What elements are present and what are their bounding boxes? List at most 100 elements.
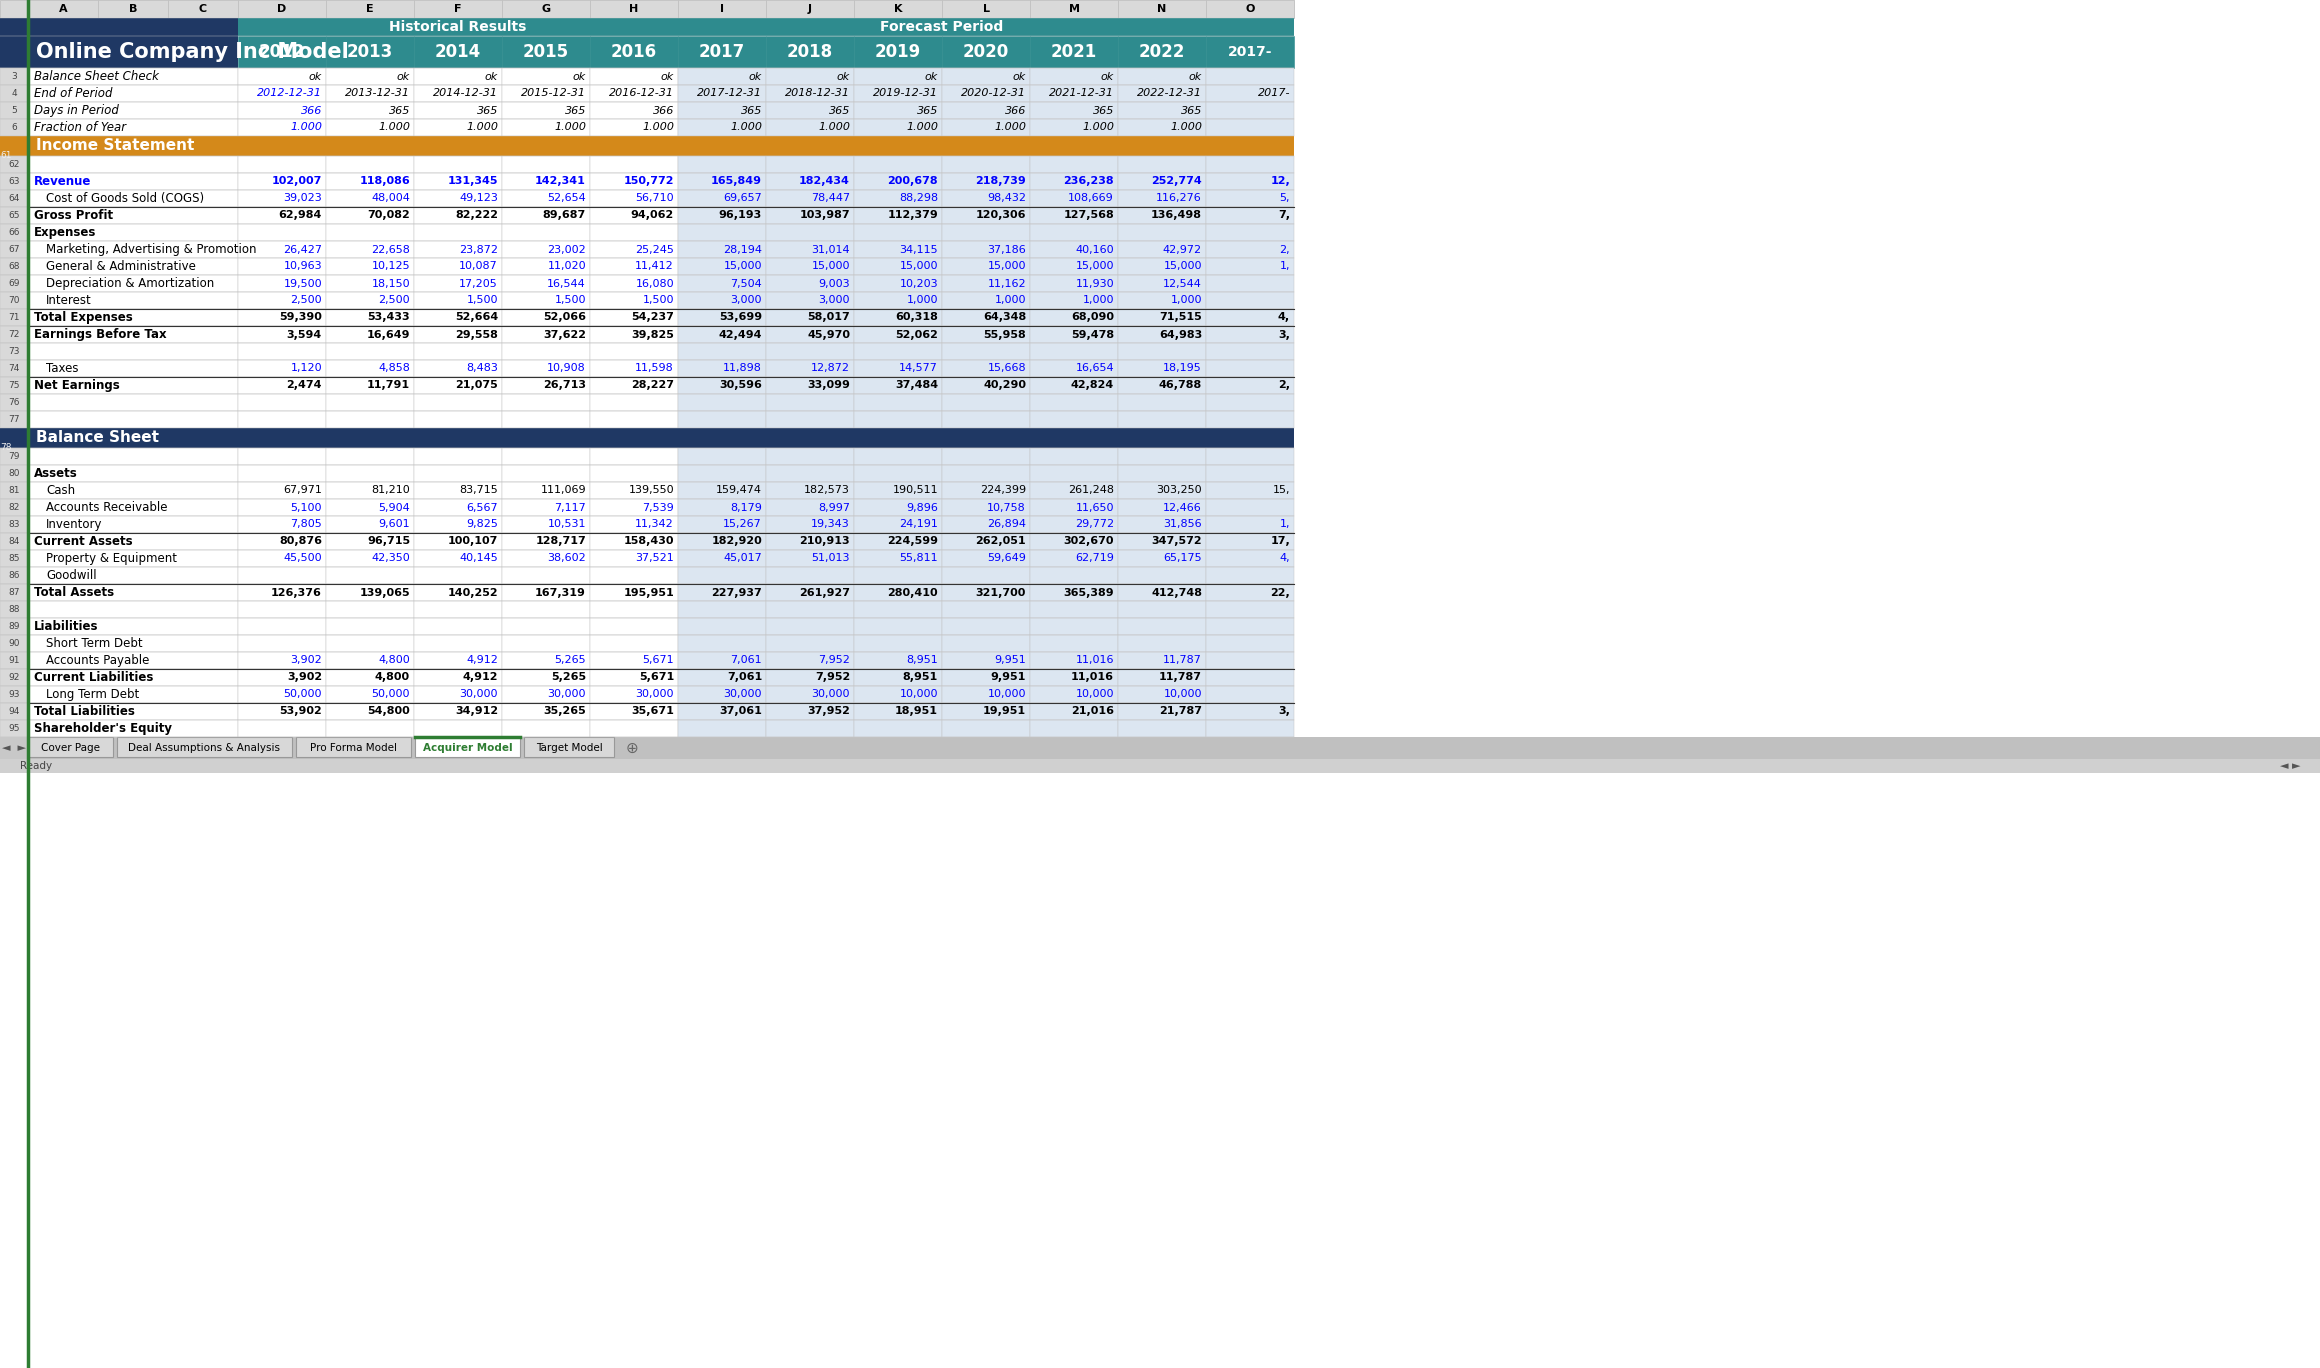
Text: ok: ok	[926, 71, 937, 82]
Bar	[589, 601, 677, 618]
Bar	[413, 618, 501, 635]
Text: 2018: 2018	[786, 42, 833, 62]
Bar	[1206, 703, 1295, 720]
Bar	[167, 0, 239, 18]
Text: 42,494: 42,494	[719, 330, 761, 339]
Bar	[1118, 394, 1206, 410]
Text: 46,788: 46,788	[1158, 380, 1202, 390]
Bar	[501, 410, 589, 428]
Text: 111,069: 111,069	[541, 486, 587, 495]
Bar	[942, 601, 1030, 618]
Bar	[239, 653, 327, 669]
Bar	[1030, 119, 1118, 135]
Bar	[942, 156, 1030, 172]
Text: 200,678: 200,678	[886, 176, 937, 186]
Bar	[327, 601, 413, 618]
Text: 11,791: 11,791	[367, 380, 411, 390]
Bar	[0, 669, 28, 685]
Bar	[854, 410, 942, 428]
Bar	[239, 119, 327, 135]
Text: 139,550: 139,550	[629, 486, 675, 495]
Text: 53,433: 53,433	[367, 312, 411, 323]
Text: 45,500: 45,500	[283, 554, 322, 564]
Text: 42,972: 42,972	[1162, 245, 1202, 254]
Text: 83: 83	[9, 520, 21, 529]
Bar	[677, 482, 766, 499]
Bar	[942, 241, 1030, 259]
Bar	[1206, 119, 1295, 135]
Text: 1.000: 1.000	[290, 123, 322, 133]
Bar	[28, 394, 239, 410]
Text: 40,160: 40,160	[1076, 245, 1114, 254]
Bar	[413, 207, 501, 224]
Bar	[28, 172, 239, 190]
Bar	[589, 103, 677, 119]
Bar	[942, 85, 1030, 103]
Bar	[0, 378, 28, 394]
Text: 2018-12-31: 2018-12-31	[784, 89, 849, 98]
Text: 11,930: 11,930	[1076, 279, 1114, 289]
Text: 4,: 4,	[1278, 554, 1290, 564]
Bar	[1030, 482, 1118, 499]
Bar	[0, 259, 28, 275]
Bar	[0, 275, 28, 291]
Bar	[0, 309, 28, 326]
Bar	[854, 465, 942, 482]
Bar	[677, 103, 766, 119]
Bar	[239, 241, 327, 259]
Bar	[854, 68, 942, 85]
Text: ok: ok	[397, 71, 411, 82]
Text: 10,125: 10,125	[371, 261, 411, 271]
Bar	[677, 275, 766, 291]
Text: 5,: 5,	[1281, 193, 1290, 204]
Bar	[589, 343, 677, 360]
Bar	[589, 618, 677, 635]
Bar	[413, 653, 501, 669]
Text: 7,504: 7,504	[731, 279, 761, 289]
Text: 10,087: 10,087	[459, 261, 499, 271]
Text: 19,500: 19,500	[283, 279, 322, 289]
Bar	[327, 0, 413, 18]
Bar	[413, 566, 501, 584]
Text: 5: 5	[12, 105, 16, 115]
Bar	[589, 566, 677, 584]
Text: 1,: 1,	[1281, 261, 1290, 271]
Bar	[589, 36, 677, 68]
Text: 55,958: 55,958	[984, 330, 1025, 339]
Bar	[28, 618, 239, 635]
Bar	[589, 119, 677, 135]
Bar	[327, 275, 413, 291]
Text: Long Term Debt: Long Term Debt	[46, 688, 139, 700]
Bar	[1030, 566, 1118, 584]
Bar	[501, 156, 589, 172]
Bar	[0, 759, 2320, 773]
Bar	[766, 103, 854, 119]
Bar	[677, 85, 766, 103]
Bar	[501, 172, 589, 190]
Text: 167,319: 167,319	[536, 587, 587, 598]
Text: 9,601: 9,601	[378, 520, 411, 529]
Bar	[0, 482, 28, 499]
Bar	[677, 465, 766, 482]
Text: 159,474: 159,474	[717, 486, 761, 495]
Bar	[501, 103, 589, 119]
Bar	[1206, 156, 1295, 172]
Bar	[239, 534, 327, 550]
Bar	[0, 207, 28, 224]
Text: Goodwill: Goodwill	[46, 569, 97, 581]
Bar	[413, 584, 501, 601]
Text: 54,800: 54,800	[367, 706, 411, 717]
Text: 142,341: 142,341	[536, 176, 587, 186]
Text: ok: ok	[1100, 71, 1114, 82]
Bar	[28, 36, 239, 68]
Text: 30,000: 30,000	[459, 689, 499, 699]
Bar	[1206, 394, 1295, 410]
Text: 88,298: 88,298	[898, 193, 937, 204]
Bar	[589, 275, 677, 291]
Bar	[942, 618, 1030, 635]
Text: 15,267: 15,267	[724, 520, 761, 529]
Bar	[766, 394, 854, 410]
Bar	[1118, 119, 1206, 135]
Bar	[327, 516, 413, 534]
Bar	[0, 326, 28, 343]
